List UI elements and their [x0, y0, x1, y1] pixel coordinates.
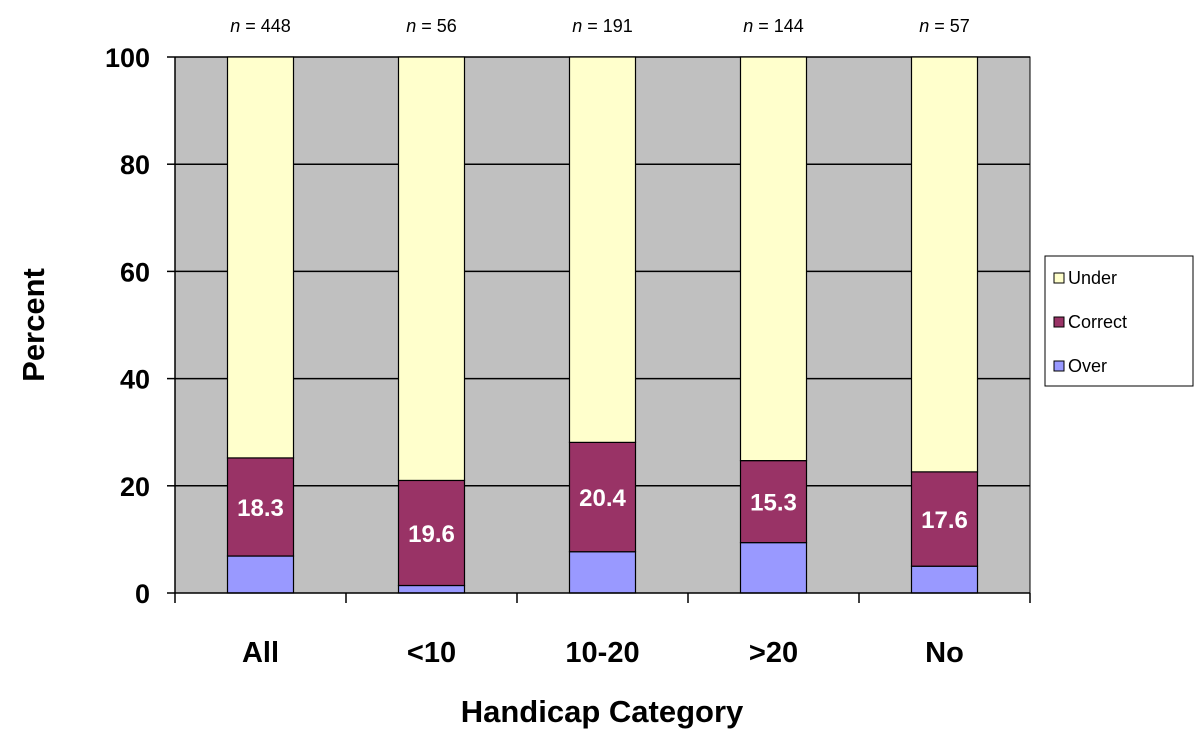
bar-over-0 [226, 555, 295, 594]
n-value: 56 [437, 16, 457, 36]
x-tick-label: 10-20 [565, 637, 639, 669]
bar-under-2 [568, 56, 637, 443]
bar-correct-4 [910, 471, 979, 567]
data-label: 17.6 [921, 507, 968, 534]
n-prefix: n [572, 16, 582, 36]
n-labels: n = 448 n = 56 n = 191 n = 144 n = 57 [230, 16, 970, 36]
legend-label-correct: Correct [1068, 312, 1127, 332]
bar-under-3 [739, 56, 808, 462]
n-prefix: n [919, 16, 929, 36]
n-label: n = 56 [406, 16, 457, 36]
bar-over-1 [397, 584, 466, 594]
bar-over-2 [568, 551, 637, 594]
bars [226, 56, 979, 594]
bar-correct-1 [397, 479, 466, 587]
y-tick-label: 20 [120, 472, 150, 502]
n-value: 191 [603, 16, 633, 36]
n-value: 144 [774, 16, 804, 36]
x-tick-label: No [925, 637, 964, 669]
bar-over-3 [739, 542, 808, 594]
y-axis-title: Percent [16, 268, 51, 382]
bar-under-1 [397, 56, 466, 482]
legend-label-under: Under [1068, 268, 1117, 288]
bar-under-0 [226, 56, 295, 459]
x-tick-label: >20 [749, 637, 798, 669]
x-tick-label: All [242, 637, 279, 669]
n-value: 448 [261, 16, 291, 36]
legend-label-over: Over [1068, 356, 1107, 376]
n-label: n = 448 [230, 16, 291, 36]
data-label: 19.6 [408, 521, 455, 548]
data-label: 20.4 [579, 485, 626, 512]
n-prefix: n [230, 16, 240, 36]
bar-correct-3 [739, 460, 808, 544]
y-tick-label: 40 [120, 365, 150, 395]
y-tick-label: 80 [120, 150, 150, 180]
data-label: 18.3 [237, 495, 284, 522]
n-value: 57 [950, 16, 970, 36]
y-tick-label: 60 [120, 257, 150, 287]
legend-swatch-under [1053, 272, 1065, 284]
legend-swatch-correct [1053, 316, 1065, 328]
legend-box [1044, 255, 1194, 387]
n-label: n = 144 [743, 16, 804, 36]
legend: Under Correct Over [1044, 255, 1194, 387]
legend-swatch-over [1053, 360, 1065, 372]
n-label: n = 57 [919, 16, 970, 36]
data-labels: 18.3 19.6 20.4 15.3 17.6 [237, 485, 968, 548]
data-label: 15.3 [750, 490, 797, 517]
y-tick-label: 0 [135, 579, 150, 609]
n-prefix: n [406, 16, 416, 36]
bar-under-4 [910, 56, 979, 473]
x-axis-title: Handicap Category [461, 694, 744, 729]
y-tick-labels: 0 20 40 60 80 100 [105, 43, 150, 609]
y-tick-label: 100 [105, 43, 150, 73]
x-tick-labels: All <10 10-20 >20 No [242, 637, 964, 669]
n-label: n = 191 [572, 16, 633, 36]
axes [167, 56, 1031, 603]
x-tick-label: <10 [407, 637, 456, 669]
n-prefix: n [743, 16, 753, 36]
bar-over-4 [910, 565, 979, 594]
